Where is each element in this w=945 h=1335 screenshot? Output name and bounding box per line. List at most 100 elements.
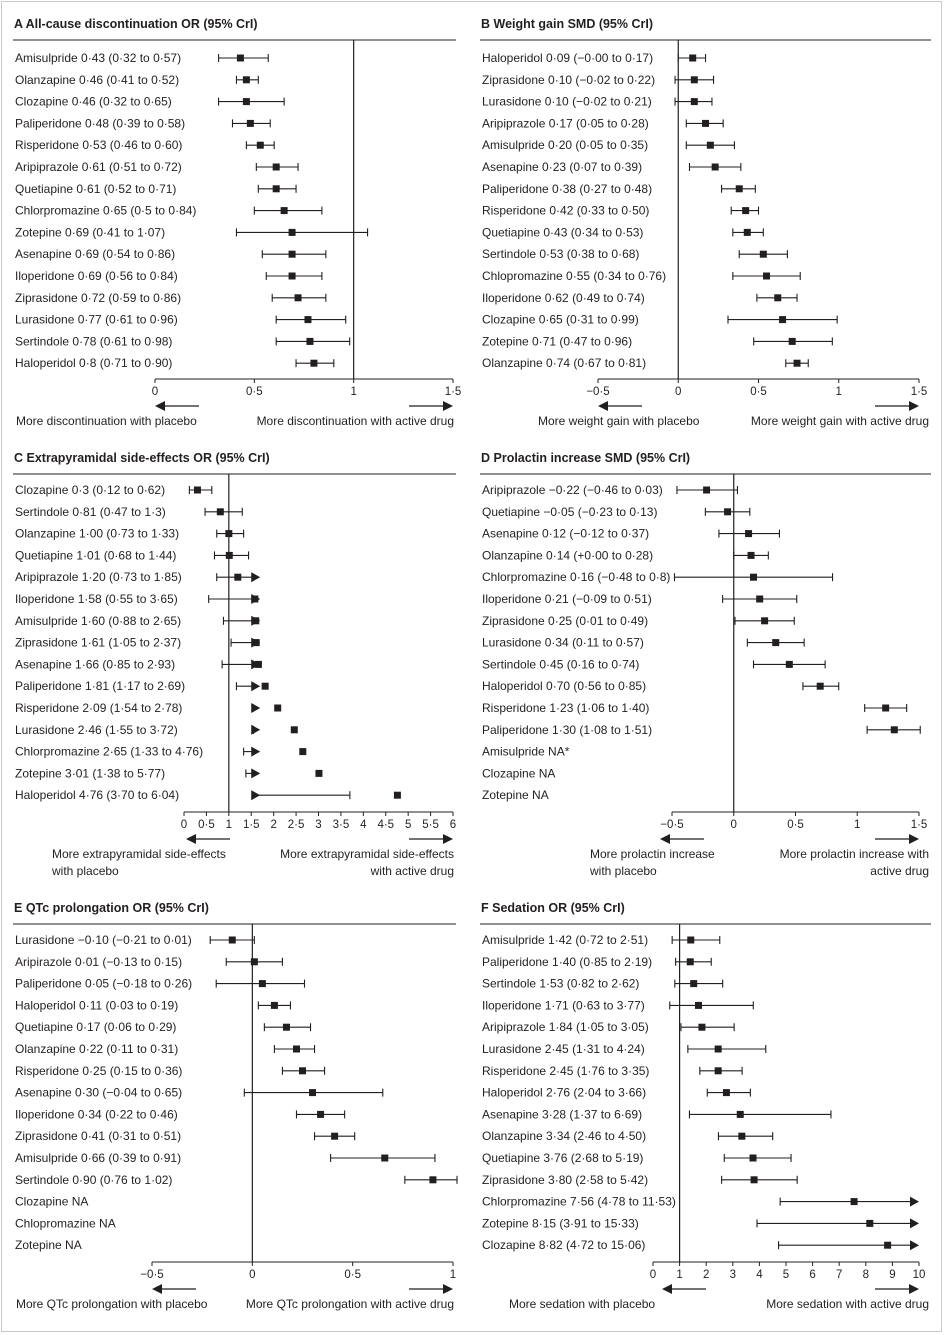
point-estimate [228, 936, 236, 944]
row-label: Iloperidone 0·21 (−0·09 to 0·51) [482, 592, 652, 606]
point-estimate [763, 272, 771, 280]
x-tick-label: 3·5 [333, 819, 350, 831]
row-label: Haloperidol 0·09 (−0·00 to 0·17) [482, 51, 653, 65]
point-estimate [866, 1219, 874, 1227]
row-label: Lurasidone 2·45 (1·31 to 4·24) [482, 1042, 645, 1056]
row-label: Quetiapine 0·43 (0·34 to 0·53) [482, 225, 643, 239]
point-estimate [702, 119, 710, 127]
right-arrow-head [909, 401, 919, 411]
ci-arrow [910, 1240, 919, 1251]
right-direction-label: More extrapyramidal side-effects [280, 847, 454, 861]
row-label: Risperidone 2·45 (1·76 to 3·35) [482, 1064, 649, 1078]
row-label: Asenapine 0·12 (−0·12 to 0·37) [482, 527, 649, 541]
point-estimate [254, 660, 262, 668]
point-estimate [288, 272, 296, 280]
x-tick-label: 10 [913, 1269, 926, 1281]
row-label: Paliperidone 0·38 (0·27 to 0·48) [482, 182, 652, 196]
point-estimate [882, 704, 890, 712]
x-tick-label: 1 [676, 1269, 682, 1281]
ci-arrow [251, 572, 261, 583]
point-estimate [722, 1089, 730, 1097]
x-tick-label: 2 [270, 819, 276, 831]
x-tick-label: 2 [703, 1269, 709, 1281]
point-estimate [304, 316, 312, 324]
row-label: Haloperidol 2·76 (2·04 to 3·66) [482, 1086, 646, 1100]
point-estimate [750, 1176, 758, 1184]
panel-letter: A [14, 17, 26, 31]
ci-arrow [251, 746, 261, 757]
row-label: Olanzapine 0·14 (+0·00 to 0·28) [482, 548, 653, 562]
point-estimate [711, 163, 719, 171]
row-label: Olanzapine 0·74 (0·67 to 0·81) [482, 356, 646, 370]
x-tick-label: 0 [249, 1269, 255, 1281]
point-estimate [690, 980, 698, 988]
panel-c: C Extrapyramidal side-effects OR (95% Cr… [13, 451, 456, 878]
point-estimate [331, 1132, 339, 1140]
x-tick-label: 1·5 [911, 386, 928, 398]
panel-f: F Sedation OR (95% CrI) 0 1 2 3 4 5 6 7 8 9 10 Amisu… [480, 901, 931, 1311]
row-label: Iloperidone 0·69 (0·56 to 0·84) [15, 269, 178, 283]
x-tick-label: 4 [360, 819, 367, 831]
row-label: Zotepine 3·01 (1·38 to 5·77) [15, 766, 165, 780]
panel-title-text: Sedation OR (95% CrI) [492, 901, 625, 915]
x-tick-label: 3 [730, 1269, 736, 1281]
row-label: Olanzapine 3·34 (2·46 to 4·50) [482, 1129, 646, 1143]
point-estimate [749, 1154, 757, 1162]
row-label: Chlorpromazine 2·65 (1·33 to 4·76) [15, 745, 203, 759]
point-estimate [317, 1110, 325, 1118]
row-label: Ziprasidone 0·25 (0·01 to 0·49) [482, 614, 648, 628]
point-estimate [742, 207, 750, 215]
row-label: Aripirazole 0·01 (−0·13 to 0·15) [15, 955, 182, 969]
row-label: Clozapine NA [482, 766, 555, 780]
x-tick-label: 9 [889, 1269, 895, 1281]
ci-arrow [251, 724, 261, 735]
panel-title-text: Weight gain SMD (95% CrI) [494, 17, 654, 31]
point-estimate [252, 617, 260, 625]
point-estimate [216, 508, 224, 516]
point-estimate [272, 163, 280, 171]
panel-title: C Extrapyramidal side-effects OR (95% Cr… [14, 451, 270, 465]
x-tick-label: 0·5 [344, 1269, 361, 1281]
left-direction-label: More prolactin increase [590, 847, 715, 861]
point-estimate [306, 337, 314, 345]
right-arrow-head [443, 834, 453, 844]
row-label: Lurasidone 0·10 (−0·02 to 0·21) [482, 95, 652, 109]
left-direction-label: More sedation with placebo [509, 1297, 655, 1311]
left-arrow-head [598, 401, 608, 411]
row-label: Aripiprazole −0·22 (−0·46 to 0·03) [482, 483, 663, 497]
row-label: Ziprasidone 0·41 (0·31 to 0·51) [15, 1129, 181, 1143]
point-estimate [779, 316, 787, 324]
x-tick-label: 0·5 [246, 386, 263, 398]
point-estimate [816, 682, 824, 690]
point-estimate [252, 639, 260, 647]
row-label: Amisulpride 1·60 (0·88 to 2·65) [15, 614, 181, 628]
right-direction-label: with active drug [370, 864, 454, 878]
row-label: Paliperidone 1·40 (0·85 to 2·19) [482, 955, 652, 969]
row-label: Ziprasidone 3·80 (2·58 to 5·42) [482, 1173, 648, 1187]
x-tick-label: 8 [863, 1269, 869, 1281]
row-label: Clozapine 0·46 (0·32 to 0·65) [15, 95, 172, 109]
row-label: Lurasidone 0·34 (0·11 to 0·57) [482, 636, 644, 650]
row-label: Ziprasidone 1·61 (1·05 to 2·37) [15, 636, 181, 650]
row-label: Clozapine 0·3 (0·12 to 0·62) [15, 483, 165, 497]
point-estimate [759, 250, 767, 258]
point-estimate [299, 1067, 306, 1075]
row-label: Paliperidone 0·05 (−0·18 to 0·26) [15, 977, 192, 991]
x-tick-label: −0·5 [660, 819, 683, 831]
point-estimate [890, 726, 898, 734]
panel-title: E QTc prolongation OR (95% CrI) [14, 901, 209, 915]
point-estimate [309, 1089, 317, 1097]
point-estimate [292, 1045, 300, 1053]
right-direction-label: More QTc prolongation with active drug [246, 1297, 454, 1311]
panel-title-text: All-cause discontinuation OR (95% CrI) [26, 17, 258, 31]
row-label: Chlorpromazine 0·65 (0·5 to 0·84) [15, 204, 196, 218]
ci-arrow [910, 1196, 919, 1207]
row-label: Lurasidone 0·77 (0·61 to 0·96) [15, 313, 178, 327]
point-estimate [793, 359, 801, 367]
point-estimate [225, 551, 233, 559]
row-label: Olanzapine 0·22 (0·11 to 0·31) [15, 1042, 178, 1056]
point-estimate [743, 228, 751, 236]
point-estimate [689, 54, 697, 62]
point-estimate [258, 980, 266, 988]
right-arrow-head [443, 401, 453, 411]
